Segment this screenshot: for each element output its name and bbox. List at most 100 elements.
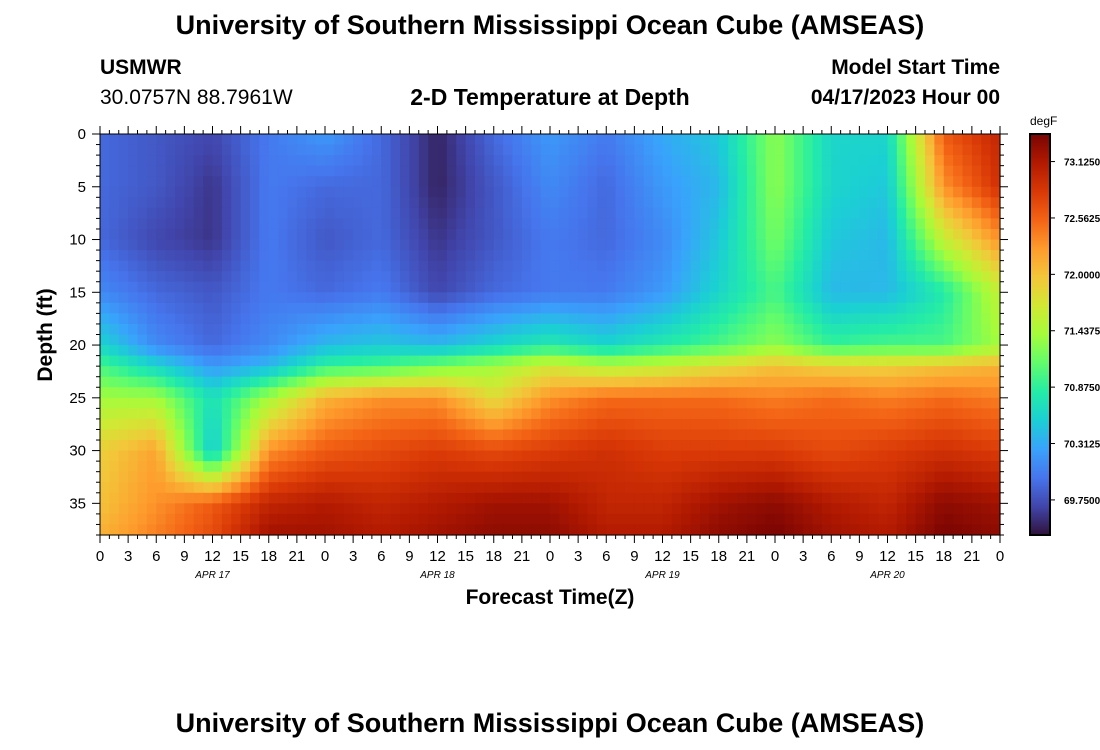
heatmap-cell bbox=[737, 292, 748, 304]
heatmap-cell bbox=[671, 186, 682, 198]
heatmap-cell bbox=[503, 355, 514, 367]
heatmap-cell bbox=[821, 260, 832, 272]
heatmap-cell bbox=[925, 355, 935, 367]
heatmap-cell bbox=[156, 471, 167, 483]
heatmap-cell bbox=[334, 155, 345, 167]
heatmap-cell bbox=[765, 355, 776, 367]
heatmap-cell bbox=[643, 345, 654, 357]
heatmap-cell bbox=[625, 524, 635, 536]
heatmap-cell bbox=[221, 250, 232, 262]
heatmap-cell bbox=[615, 397, 626, 409]
heatmap-cell bbox=[765, 429, 776, 441]
heatmap-cell bbox=[812, 471, 823, 483]
heatmap-cell bbox=[906, 524, 917, 536]
heatmap-cell bbox=[953, 408, 964, 420]
heatmap-cell bbox=[306, 334, 317, 346]
heatmap-cell bbox=[793, 450, 804, 462]
heatmap-cell bbox=[831, 513, 842, 526]
heatmap-cell bbox=[784, 355, 795, 367]
heatmap-cell bbox=[625, 397, 635, 409]
heatmap-cell bbox=[193, 429, 204, 441]
heatmap-cell bbox=[803, 197, 814, 209]
heatmap-cell bbox=[325, 186, 335, 198]
heatmap-cell bbox=[278, 524, 289, 536]
heatmap-cell bbox=[390, 302, 401, 314]
heatmap-cell bbox=[250, 302, 260, 314]
heatmap-cell bbox=[184, 134, 195, 146]
heatmap-cell bbox=[700, 250, 710, 262]
heatmap-cell bbox=[475, 334, 485, 346]
heatmap-cell bbox=[859, 292, 870, 304]
heatmap-cell bbox=[540, 186, 551, 198]
heatmap-cell bbox=[343, 482, 354, 494]
heatmap-cell bbox=[746, 334, 757, 346]
heatmap-cell bbox=[906, 366, 917, 378]
heatmap-cell bbox=[587, 197, 598, 209]
heatmap-cell bbox=[353, 228, 364, 241]
heatmap-cell bbox=[803, 176, 814, 188]
heatmap-cell bbox=[887, 281, 898, 293]
heatmap-cell bbox=[896, 387, 907, 399]
heatmap-cell bbox=[484, 492, 495, 504]
x-tick-label: 6 bbox=[602, 548, 610, 565]
heatmap-cell bbox=[643, 260, 654, 272]
x-tick-label: 0 bbox=[546, 548, 554, 565]
heatmap-cell bbox=[493, 471, 504, 483]
heatmap-cell bbox=[850, 450, 860, 462]
heatmap-cell bbox=[409, 355, 420, 367]
heatmap-cell bbox=[446, 408, 457, 420]
heatmap-cell bbox=[596, 260, 607, 272]
heatmap-cell bbox=[512, 513, 523, 526]
heatmap-cell bbox=[878, 513, 889, 526]
heatmap-cell bbox=[625, 218, 635, 230]
heatmap-cell bbox=[137, 366, 148, 378]
heatmap-cell bbox=[137, 313, 148, 325]
heatmap-cell bbox=[625, 440, 635, 452]
heatmap-cell bbox=[840, 176, 851, 188]
heatmap-cell bbox=[540, 155, 551, 167]
heatmap-cell bbox=[456, 440, 467, 452]
heatmap-cell bbox=[784, 440, 795, 452]
heatmap-cell bbox=[400, 176, 410, 188]
heatmap-cell bbox=[850, 176, 860, 188]
heatmap-cell bbox=[475, 397, 485, 409]
heatmap-cell bbox=[840, 239, 851, 251]
heatmap-cell bbox=[821, 197, 832, 209]
heatmap-cell bbox=[821, 186, 832, 198]
heatmap-cell bbox=[568, 418, 579, 431]
heatmap-cell bbox=[165, 524, 176, 536]
heatmap-cell bbox=[625, 471, 635, 483]
heatmap-cell bbox=[512, 397, 523, 409]
heatmap-cell bbox=[868, 355, 879, 367]
heatmap-cell bbox=[128, 482, 139, 494]
heatmap-cell bbox=[681, 345, 692, 357]
heatmap-cell bbox=[934, 144, 945, 156]
heatmap-cell bbox=[503, 134, 514, 146]
heatmap-cell bbox=[821, 524, 832, 536]
heatmap-cell bbox=[306, 429, 317, 441]
heatmap-cell bbox=[925, 155, 935, 167]
heatmap-cell bbox=[146, 366, 157, 378]
heatmap-cell bbox=[943, 292, 954, 304]
heatmap-cell bbox=[606, 218, 617, 230]
heatmap-cell bbox=[156, 429, 167, 441]
heatmap-cell bbox=[231, 186, 242, 198]
heatmap-cell bbox=[109, 376, 120, 388]
heatmap-cell bbox=[268, 387, 279, 399]
heatmap-cell bbox=[315, 461, 326, 473]
heatmap-cell bbox=[550, 397, 560, 409]
heatmap-cell bbox=[418, 176, 429, 188]
heatmap-cell bbox=[831, 302, 842, 314]
heatmap-cell bbox=[484, 176, 495, 188]
heatmap-cell bbox=[465, 450, 476, 462]
heatmap-cell bbox=[184, 292, 195, 304]
heatmap-cell bbox=[475, 176, 485, 188]
heatmap-cell bbox=[475, 461, 485, 473]
heatmap-cell bbox=[718, 250, 729, 262]
heatmap-cell bbox=[737, 461, 748, 473]
heatmap-cell bbox=[221, 345, 232, 357]
heatmap-cell bbox=[568, 429, 579, 441]
heatmap-cell bbox=[653, 186, 664, 198]
heatmap-cell bbox=[746, 165, 757, 177]
heatmap-cell bbox=[793, 503, 804, 515]
